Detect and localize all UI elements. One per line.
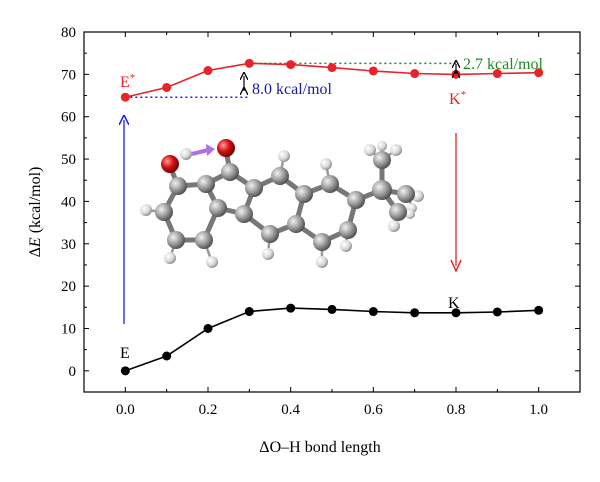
data-point	[244, 58, 254, 68]
data-point	[162, 82, 172, 92]
x-tick-label: 0.8	[447, 402, 466, 418]
y-tick-label: 40	[61, 194, 76, 210]
data-point	[120, 366, 130, 376]
data-point	[286, 303, 296, 313]
label-e-star: E*	[120, 72, 135, 91]
y-tick-label: 60	[61, 110, 76, 126]
data-point	[203, 323, 213, 333]
data-point	[203, 66, 213, 76]
molecule-ball-and-stick-icon	[140, 139, 424, 268]
y-tick-label: 10	[61, 321, 76, 337]
y-tick-label: 20	[61, 279, 76, 295]
x-tick-label: 0.6	[364, 402, 383, 418]
data-point	[451, 308, 461, 318]
label-reverse-barrier: 2.7 kcal/mol	[463, 56, 544, 73]
data-point	[244, 307, 254, 317]
data-point	[410, 308, 420, 318]
data-point	[162, 351, 172, 361]
y-tick-label: 80	[61, 25, 76, 41]
y-tick-labels: 0 10 20 30 40 50 60 70 80	[61, 25, 76, 380]
data-point	[534, 68, 544, 78]
label-k-star: K*	[449, 89, 466, 108]
data-point	[327, 304, 337, 314]
data-point	[492, 307, 502, 317]
x-tick-label: 1.0	[529, 402, 548, 418]
y-tick-label: 70	[61, 67, 76, 83]
x-axis-label: ΔO–H bond length	[259, 439, 380, 456]
label-forward-barrier: 8.0 kcal/mol	[252, 81, 333, 98]
data-point	[120, 92, 130, 102]
x-tick-label: 0.0	[116, 402, 135, 418]
y-tick-label: 30	[61, 237, 76, 253]
barrier-guides	[125, 62, 456, 98]
data-point	[534, 305, 544, 315]
label-e: E	[120, 345, 130, 362]
data-point	[327, 63, 337, 73]
label-k: K	[448, 295, 460, 312]
x-tick-labels: 0.0 0.2 0.4 0.6 0.8 1.0	[116, 402, 548, 418]
series-line-1	[125, 307, 539, 372]
y-axis-label: ΔE (kcal/mol)	[27, 167, 44, 258]
y-tick-label: 0	[69, 364, 77, 380]
series-layer	[120, 58, 544, 376]
data-point	[410, 69, 420, 79]
axis-ticks	[84, 31, 580, 392]
data-point	[286, 60, 296, 70]
data-point	[368, 66, 378, 76]
data-point	[368, 307, 378, 317]
x-tick-label: 0.2	[199, 402, 218, 418]
x-tick-label: 0.4	[281, 402, 300, 418]
data-point	[492, 69, 502, 79]
y-tick-label: 50	[61, 152, 76, 168]
